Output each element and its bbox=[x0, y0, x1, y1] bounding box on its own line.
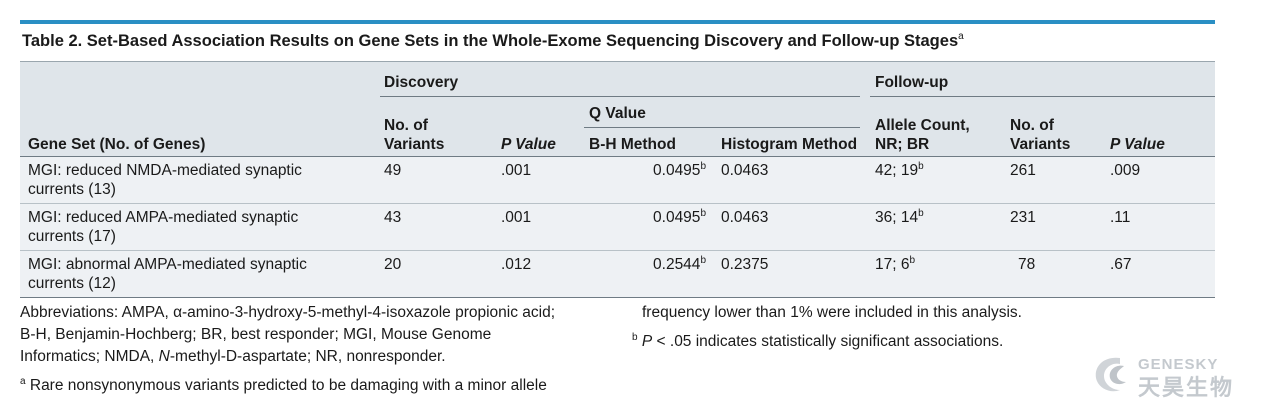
gene-set-cell: currents (13) bbox=[28, 181, 116, 198]
header-fu-variants-l1: No. of bbox=[1010, 117, 1054, 134]
table-bottom-rule bbox=[20, 297, 1215, 298]
fu-pvalue-cell: .11 bbox=[1110, 209, 1131, 226]
group-qvalue: Q Value bbox=[589, 105, 646, 122]
variants-cell: 43 bbox=[384, 209, 402, 226]
pvalue-cell: .001 bbox=[501, 209, 532, 226]
bh-cell: 0.0495b bbox=[653, 208, 706, 227]
fu-variants-cell: 261 bbox=[1010, 162, 1036, 179]
gene-set-cell: currents (17) bbox=[28, 228, 116, 245]
title-accent-bar bbox=[20, 20, 1215, 24]
bh-cell: 0.2544b bbox=[653, 255, 706, 274]
header-fu-pvalue: P Value bbox=[1110, 136, 1165, 153]
results-table: Discovery Follow-up Q Value Gene Set (No… bbox=[20, 61, 1215, 298]
fu-pvalue-cell: .009 bbox=[1110, 162, 1141, 179]
header-variants-l2: Variants bbox=[384, 136, 445, 153]
genesky-logo-icon: GENESKY 天昊生物 bbox=[1095, 356, 1234, 400]
allele-cell: 42; 19b bbox=[875, 161, 924, 180]
followup-rule bbox=[870, 96, 1215, 97]
table-row bbox=[20, 204, 1215, 250]
histogram-cell: 0.0463 bbox=[721, 162, 769, 179]
pvalue-cell: .012 bbox=[501, 256, 532, 273]
pvalue-cell: .001 bbox=[501, 162, 532, 179]
gene-set-cell: MGI: reduced NMDA-mediated synaptic bbox=[28, 162, 302, 179]
group-discovery: Discovery bbox=[384, 74, 459, 91]
variants-cell: 49 bbox=[384, 162, 402, 179]
histogram-cell: 0.0463 bbox=[721, 209, 769, 226]
allele-cell: 17; 6b bbox=[875, 255, 916, 274]
header-variants-l1: No. of bbox=[384, 117, 428, 134]
table-row bbox=[20, 251, 1215, 297]
table-header bbox=[20, 61, 1215, 157]
gene-set-cell: currents (12) bbox=[28, 275, 116, 292]
header-pvalue: P Value bbox=[501, 136, 556, 153]
qvalue-rule bbox=[584, 127, 860, 128]
svg-text:天昊生物: 天昊生物 bbox=[1138, 375, 1234, 400]
row-divider bbox=[20, 250, 1215, 251]
header-gene-set: Gene Set (No. of Genes) bbox=[28, 136, 206, 153]
gene-set-cell: MGI: reduced AMPA-mediated synaptic bbox=[28, 209, 299, 226]
table-row bbox=[20, 157, 1215, 203]
allele-cell: 36; 14b bbox=[875, 208, 924, 227]
fu-variants-cell: 78 bbox=[1018, 256, 1036, 273]
header-histogram-method: Histogram Method bbox=[721, 136, 858, 153]
histogram-cell: 0.2375 bbox=[721, 256, 769, 273]
header-allele-l2: NR; BR bbox=[875, 136, 930, 153]
header-allele-l1: Allele Count, bbox=[875, 117, 970, 134]
bh-cell: 0.0495b bbox=[653, 161, 706, 180]
variants-cell: 20 bbox=[384, 256, 402, 273]
svg-text:GENESKY: GENESKY bbox=[1138, 356, 1218, 373]
table-title: Table 2. Set-Based Association Results o… bbox=[22, 31, 964, 50]
gene-set-cell: MGI: abnormal AMPA-mediated synaptic bbox=[28, 256, 307, 273]
header-bh-method: B-H Method bbox=[589, 136, 676, 153]
group-followup: Follow-up bbox=[875, 74, 949, 91]
footnote-b: b P < .05 indicates statistically signif… bbox=[632, 332, 1004, 351]
footnote-a: a Rare nonsynonymous variants predicted … bbox=[20, 376, 547, 395]
footnote-abbreviations: Abbreviations: AMPA, α-amino-3-hydroxy-5… bbox=[20, 304, 556, 321]
discovery-rule bbox=[380, 96, 860, 97]
footnote-abbreviations: Informatics; NMDA, N-methyl-D-aspartate;… bbox=[20, 348, 446, 365]
fu-pvalue-cell: .67 bbox=[1110, 256, 1132, 273]
fu-variants-cell: 231 bbox=[1010, 209, 1036, 226]
header-fu-variants-l2: Variants bbox=[1010, 136, 1071, 153]
row-divider bbox=[20, 203, 1215, 204]
footnote-a-continued: frequency lower than 1% were included in… bbox=[642, 304, 1022, 321]
footnote-abbreviations: B-H, Benjamin-Hochberg; BR, best respond… bbox=[20, 326, 492, 343]
